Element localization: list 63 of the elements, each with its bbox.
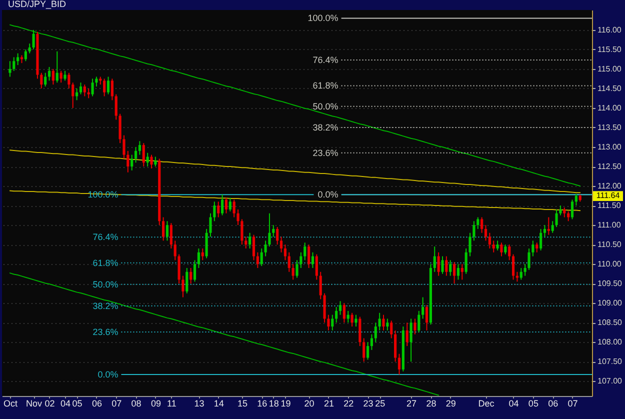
x-tick-label: 07 [568,398,578,408]
y-tick-label: 115.50 [598,44,622,54]
x-tick-label: 07 [112,398,122,408]
y-tick-label: 115.00 [598,64,622,74]
x-tick-label: 06 [548,398,558,408]
annotation: 50.0% [92,279,118,290]
y-tick-label: 112.50 [598,162,622,172]
x-tick-label: 11 [167,398,176,408]
annotation: 23.6% [92,326,118,337]
y-tick-label: 111.00 [598,220,622,230]
y-tick-label: 113.50 [598,122,622,132]
y-tick-label: 114.00 [598,103,622,112]
x-tick-label: 29 [446,398,456,408]
x-tick-label: Oct [3,398,18,408]
annotation: 0.0% [318,190,338,200]
y-tick-label: 114.50 [598,84,622,93]
y-tick-label: 111.50 [598,201,622,210]
annotation: 100.0% [308,13,338,24]
y-tick-label: 110.50 [598,240,622,250]
x-tick-label: 05 [528,398,538,408]
annotation: 0.0% [98,370,118,380]
x-tick-label: 16 [257,398,268,408]
annotation: 61.8% [312,80,338,91]
y-tick-label: 112.00 [598,182,622,191]
x-tick-label: 04 [60,398,71,408]
annotation: 23.6% [312,148,338,158]
x-tick-label: 28 [426,398,436,408]
y-tick-label: 110.00 [598,260,622,269]
x-tick-label: 15 [237,398,248,408]
x-tick-label: 22 [344,398,354,408]
chart-title: USD/JPY_BID [8,0,67,9]
x-tick-label: 13 [194,398,204,408]
x-tick-label: 21 [324,398,334,408]
x-tick-label: 09 [150,398,161,408]
text: 111.64 [596,191,620,200]
y-tick-label: 116.00 [598,25,622,34]
x-tick-label: 06 [92,398,102,408]
x-tick-label: 18 [268,398,279,408]
annotation: 38.2% [92,300,118,311]
y-tick-label: 107.00 [598,376,623,386]
annotation: 76.4% [92,232,118,242]
x-tick-label: 19 [280,398,291,408]
y-tick-label: 108.00 [598,338,623,347]
y-tick-label: 109.50 [598,279,623,288]
x-tick-label: 14 [214,398,224,408]
x-tick-label: 25 [375,398,386,408]
annotation: 38.2% [312,122,338,132]
y-tick-label: 113.00 [598,142,622,152]
annotation: 61.8% [92,258,118,268]
x-tick-label: 23 [363,398,374,408]
y-tick-label: 108.50 [598,318,623,328]
x-tick-label: 05 [72,398,82,408]
x-tick-label: 04 [508,398,519,408]
y-tick-label: 109.00 [598,298,623,308]
x-tick-label: 08 [131,398,142,408]
annotation: 76.4% [312,54,338,65]
annotation: 50.0% [312,101,338,112]
x-tick-label: 27 [406,398,417,408]
x-tick-label: 20 [304,398,314,408]
x-tick-label: Nov [26,398,43,408]
x-tick-label: 02 [44,398,55,408]
y-tick-label: 107.50 [598,357,623,366]
x-tick-label: Dec [478,398,495,408]
